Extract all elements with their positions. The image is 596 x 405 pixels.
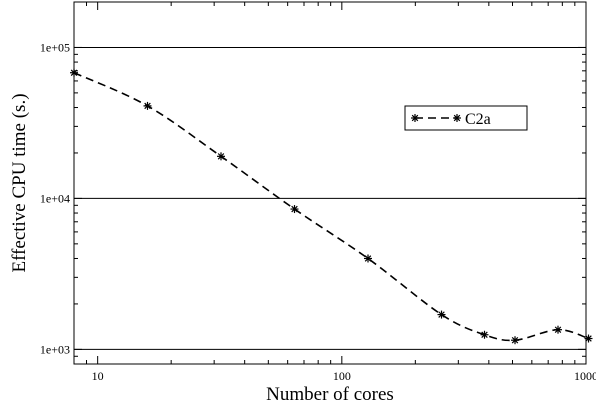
y-axis-label: Effective CPU time (s.) xyxy=(9,93,30,272)
data-point xyxy=(584,334,593,343)
x-tick-label: 1000 xyxy=(574,369,596,383)
legend-marker xyxy=(453,114,461,122)
x-axis-label: Number of cores xyxy=(266,384,394,405)
data-point xyxy=(70,68,78,77)
data-point xyxy=(290,205,299,214)
data-point xyxy=(437,310,446,319)
y-axis: 1e+03 1e+04 1e+05 xyxy=(40,1,586,365)
x-axis: 10 100 1000 xyxy=(73,2,596,383)
legend: C2a xyxy=(404,105,528,131)
series-layer xyxy=(70,68,593,345)
legend-box xyxy=(404,105,528,131)
data-point xyxy=(143,101,152,110)
legend-marker xyxy=(411,114,419,122)
data-point xyxy=(554,325,563,334)
y-tick-label: 1e+03 xyxy=(40,342,70,356)
data-point xyxy=(511,336,520,345)
data-point xyxy=(480,330,489,339)
y-tick-label: 1e+05 xyxy=(40,40,70,54)
x-tick-label: 100 xyxy=(333,369,351,383)
plot-area xyxy=(73,1,587,365)
x-tick-label: 10 xyxy=(92,369,104,383)
gridlines xyxy=(74,46,586,350)
y-tick-label: 1e+04 xyxy=(40,191,70,205)
series-line xyxy=(73,72,589,342)
data-point xyxy=(217,152,226,161)
data-point xyxy=(364,254,373,263)
legend-label: C2a xyxy=(465,111,491,128)
